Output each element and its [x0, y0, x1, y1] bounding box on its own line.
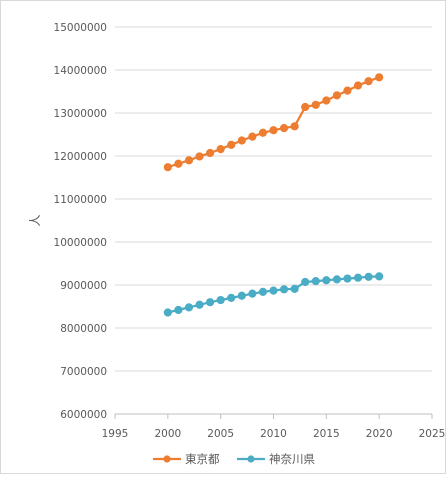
data-point	[195, 300, 204, 309]
data-point	[237, 291, 246, 300]
data-point	[206, 298, 215, 307]
y-tick-label: 13000000	[54, 108, 107, 120]
data-point	[258, 287, 268, 296]
y-tick-label: 7000000	[60, 366, 107, 378]
data-point	[248, 132, 257, 141]
data-point	[174, 305, 183, 315]
data-point	[364, 272, 373, 281]
data-point	[375, 73, 384, 82]
data-point	[332, 91, 341, 100]
data-series	[163, 73, 384, 317]
data-point	[269, 286, 278, 295]
data-point	[322, 276, 331, 285]
x-tick-label: 2015	[313, 428, 340, 440]
series-1	[163, 272, 384, 317]
data-point	[353, 273, 363, 282]
y-tick-label: 9000000	[60, 280, 107, 292]
data-point	[216, 295, 225, 305]
legend-label: 神奈川県	[269, 452, 315, 466]
x-tick-label: 2005	[207, 428, 234, 440]
data-point	[301, 102, 310, 112]
x-tick-label: 2020	[366, 428, 393, 440]
y-tick-label: 12000000	[54, 151, 107, 163]
data-point	[184, 303, 194, 312]
data-point	[227, 140, 236, 149]
data-point	[195, 152, 204, 161]
y-axis-title: 人	[28, 214, 42, 226]
data-point	[279, 285, 289, 294]
axes	[114, 413, 433, 419]
legend-marker-icon	[247, 455, 255, 463]
y-tick-label: 11000000	[54, 194, 107, 206]
y-tick-label: 10000000	[54, 237, 107, 249]
gridlines	[115, 26, 432, 372]
series-0	[163, 73, 384, 172]
data-point	[353, 81, 363, 90]
data-point	[184, 156, 194, 165]
data-point	[258, 128, 268, 137]
data-point	[174, 159, 183, 168]
data-point	[163, 308, 172, 317]
x-tick-labels: 1995 2000 2005 2010 2015 2020 2025	[102, 428, 446, 440]
data-point	[322, 96, 331, 105]
legend-label: 東京都	[185, 452, 220, 466]
data-point	[290, 122, 299, 131]
data-point	[163, 163, 172, 172]
data-point	[216, 145, 225, 154]
data-point	[311, 100, 320, 109]
x-tick-label: 2025	[419, 428, 445, 440]
data-point	[343, 274, 352, 283]
legend-item: 東京都	[153, 452, 220, 466]
data-point	[301, 277, 310, 287]
y-tick-label: 14000000	[54, 65, 107, 77]
data-point	[375, 272, 384, 281]
legend-marker-icon	[163, 455, 171, 463]
x-tick-label: 1995	[102, 428, 129, 440]
x-tick-label: 2010	[260, 428, 287, 440]
legend: 東京都 神奈川県	[153, 452, 315, 466]
data-point	[206, 148, 215, 158]
x-tick-label: 2000	[154, 428, 181, 440]
y-tick-label: 6000000	[60, 409, 107, 421]
y-tick-labels: 6000000 7000000 8000000 9000000 10000000 1100…	[54, 22, 107, 421]
data-point	[332, 275, 341, 284]
y-tick-label: 8000000	[60, 323, 107, 335]
data-point	[364, 77, 373, 86]
data-point	[279, 123, 289, 133]
data-point	[248, 289, 257, 298]
y-tick-label: 15000000	[54, 22, 107, 34]
data-point	[311, 277, 320, 286]
data-point	[290, 284, 299, 293]
data-point	[227, 293, 236, 302]
legend-item: 神奈川県	[237, 452, 315, 466]
data-point	[343, 86, 352, 95]
data-point	[237, 136, 246, 145]
data-point	[269, 126, 278, 135]
